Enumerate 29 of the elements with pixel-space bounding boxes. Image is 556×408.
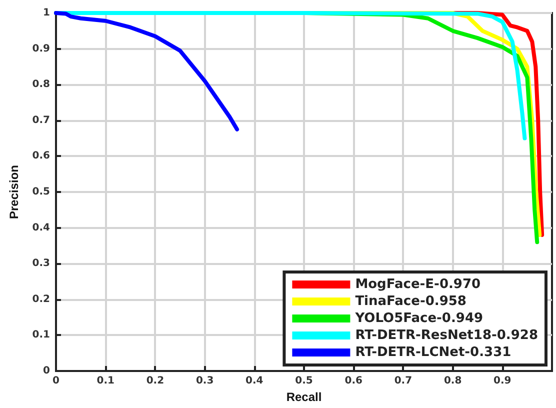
y-tick-label: 0.1 bbox=[32, 330, 50, 341]
legend-label: RT-DETR-LCNet-0.331 bbox=[355, 345, 512, 360]
x-axis-title: Recall bbox=[286, 390, 322, 404]
x-tick-label: 0.1 bbox=[96, 376, 114, 386]
line-series bbox=[54, 11, 240, 132]
y-tick-label: 0 bbox=[43, 366, 50, 376]
x-tick-label: 0.9 bbox=[494, 376, 512, 386]
x-tick-label: 0 bbox=[52, 376, 60, 386]
x-tick-label: 0.6 bbox=[344, 376, 362, 386]
y-tick-label: 0.8 bbox=[32, 79, 50, 90]
y-tick-label: 0.2 bbox=[32, 294, 50, 305]
x-tick-label: 0.8 bbox=[444, 376, 462, 386]
y-axis-title: Precision bbox=[7, 164, 21, 220]
x-tick-label: 0.7 bbox=[394, 376, 412, 386]
x-tick-label: 0.5 bbox=[295, 376, 313, 386]
y-tick-label: 0.9 bbox=[32, 43, 50, 54]
y-tick-label: 0.4 bbox=[32, 222, 50, 234]
x-tick-label: 0.3 bbox=[196, 376, 214, 386]
x-tick-label: 0.2 bbox=[146, 376, 164, 386]
y-tick-label: 0.3 bbox=[32, 258, 50, 270]
y-tick-label: 0.7 bbox=[32, 114, 50, 126]
legend-label: TinaFace-0.958 bbox=[355, 294, 466, 309]
y-tick-label: 0.6 bbox=[32, 150, 50, 162]
legend-label: RT-DETR-ResNet18-0.928 bbox=[355, 328, 538, 343]
legend-label: YOLO5Face-0.949 bbox=[354, 311, 484, 326]
y-tick-label: 0.5 bbox=[32, 186, 50, 198]
legend-label: MogFace-E-0.970 bbox=[355, 277, 481, 292]
x-tick-label: 0.4 bbox=[246, 376, 264, 386]
y-tick-label: 1 bbox=[43, 8, 50, 18]
